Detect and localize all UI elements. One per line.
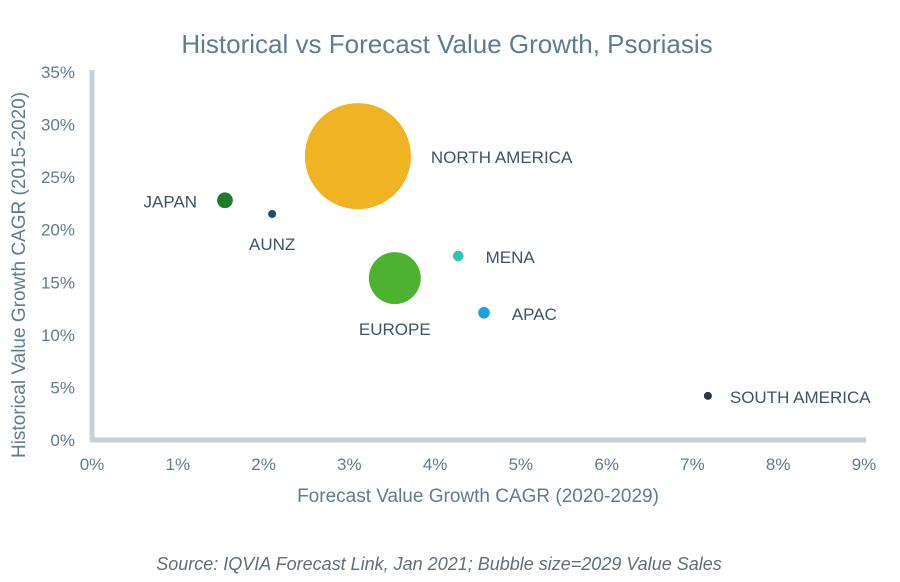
bubble-labels: NORTH AMERICA JAPAN AUNZ MENA EUROPE APAC SOUT… [144,148,872,407]
y-tick-label: 10% [41,326,75,345]
bubble-label-north-america: NORTH AMERICA [431,148,573,167]
bubble-aunz [268,209,277,218]
source-note: Source: IQVIA Forecast Link, Jan 2021; B… [156,554,722,574]
x-axis-title: Forecast Value Growth CAGR (2020-2029) [297,486,659,507]
bubble-label-apac: APAC [512,305,557,324]
y-tick-label: 30% [41,116,75,135]
bubble-europe [368,252,421,305]
x-tick-label: 3% [337,455,362,474]
bubble-series [217,103,712,400]
x-tick-label: 2% [251,455,276,474]
y-tick-label: 20% [41,221,75,240]
bubble-label-aunz: AUNZ [249,235,295,254]
x-tick-label: 0% [80,455,105,474]
bubble-north-america [304,103,411,210]
y-axis-title: Historical Value Growth CAGR (2015-2020) [9,92,30,458]
x-tick-label: 5% [509,455,534,474]
x-tick-label: 1% [165,455,190,474]
x-tick-label: 6% [594,455,619,474]
bubble-label-south-america: SOUTH AMERICA [730,388,871,407]
y-axis-ticks: 0% 5% 10% 15% 20% 25% 30% 35% [41,63,75,450]
chart-title: Historical vs Forecast Value Growth, Pso… [181,29,712,59]
x-tick-label: 7% [680,455,705,474]
y-tick-label: 5% [50,378,75,397]
y-tick-label: 35% [41,63,75,82]
bubble-label-mena: MENA [486,248,536,267]
y-tick-label: 15% [41,273,75,292]
y-tick-label: 0% [50,431,75,450]
bubble-japan [217,192,233,209]
x-tick-label: 9% [852,455,877,474]
bubble-apac [478,306,490,319]
bubble-label-europe: EUROPE [359,320,431,339]
bubble-label-japan: JAPAN [144,192,198,211]
y-tick-label: 25% [41,168,75,187]
x-tick-label: 4% [423,455,448,474]
bubble-south-america [703,391,712,400]
bubble-mena [452,250,464,262]
x-axis-ticks: 0% 1% 2% 3% 4% 5% 6% 7% 8% 9% [80,455,877,474]
x-tick-label: 8% [766,455,791,474]
